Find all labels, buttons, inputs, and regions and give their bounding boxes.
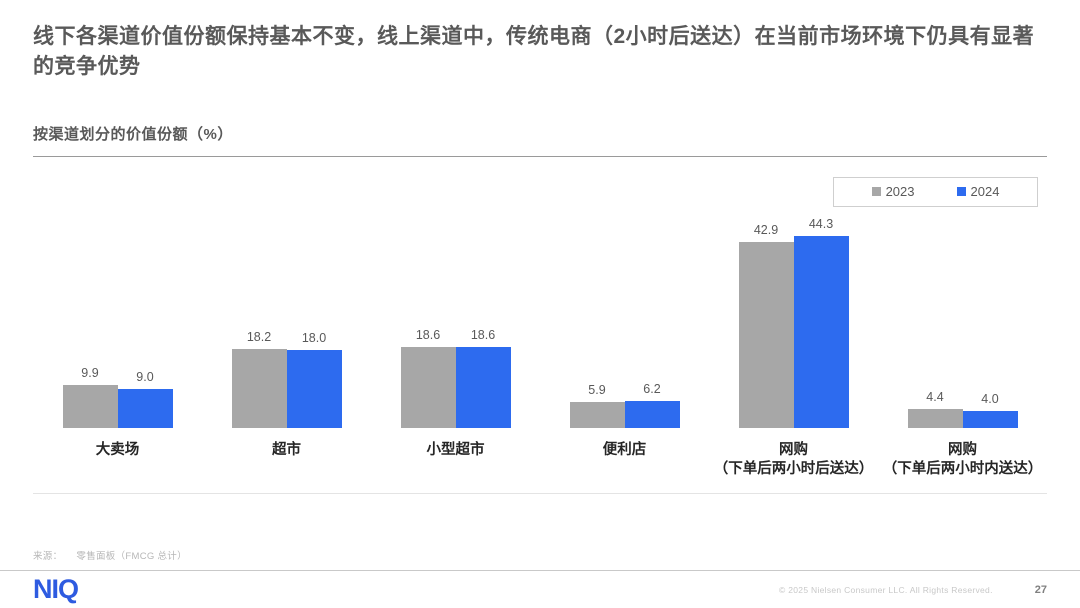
- bar-2024: [455, 347, 511, 428]
- source-note: 来源： 零售面板（FMCG 总计）: [33, 548, 1047, 562]
- bar-value-label: 5.9: [588, 383, 606, 398]
- bar-column-2024: 18.0: [286, 330, 342, 428]
- chart-group: 9.9 9.0: [33, 366, 202, 428]
- chart-group: 5.9 6.2: [540, 382, 709, 428]
- category-cell: 网购 （下单后两小时后送达）: [709, 441, 878, 489]
- category-cell: 超市: [202, 441, 371, 489]
- category-label: 网购 （下单后两小时后送达）: [713, 441, 874, 478]
- bar-2024: [624, 401, 680, 428]
- legend-item-2024: 2024: [956, 184, 1000, 200]
- footer: NIQ © 2025 Nielsen Consumer LLC. All Rig…: [0, 571, 1080, 608]
- category-cell: 大卖场: [33, 441, 202, 489]
- bar-2023: [62, 384, 118, 428]
- category-label: 超市: [272, 441, 301, 458]
- chart-subtitle: 按渠道划分的价值份额（%）: [33, 125, 233, 143]
- source-text: 零售面板（FMCG 总计）: [76, 550, 187, 562]
- page-number: 27: [1034, 583, 1047, 596]
- niq-logo: NIQ: [33, 574, 79, 605]
- category-label: 便利店: [602, 441, 647, 458]
- category-label: 大卖场: [95, 441, 140, 458]
- bar-value-label: 18.0: [301, 330, 327, 345]
- legend-label-2023: 2023: [885, 184, 915, 200]
- legend-label-2024: 2024: [970, 184, 1000, 200]
- category-cell: 网购 （下单后两小时内送达）: [878, 441, 1047, 489]
- chart-group: 18.2 18.0: [202, 330, 371, 428]
- bar-2023: [907, 408, 963, 428]
- bar-column-2023: 4.4: [907, 389, 963, 428]
- category-axis: 大卖场 超市 小型超市 便利店 网购 （下单后两小时后送达） 网购 （下单后两小时内送达）: [33, 441, 1047, 489]
- bar-column-2024: 9.0: [117, 369, 173, 428]
- legend-marker-2024: [956, 187, 966, 197]
- bar-2024: [286, 349, 342, 428]
- bar-2024: [793, 235, 849, 428]
- category-label: 网购 （下单后两小时内送达）: [882, 441, 1043, 478]
- bar-value-label: 6.2: [643, 382, 661, 397]
- chart-group: 18.6 18.6: [371, 328, 540, 428]
- chart-group: 42.9 44.3: [709, 217, 878, 428]
- chart-legend: 2023 2024: [833, 176, 1038, 207]
- chart-plot-area: 9.9 9.0 18.2 18.0 18.6 18.6 5.9 6.2 42.9 44.3 4.4 4…: [33, 157, 1047, 428]
- page-title: 线下各渠道价值份额保持基本不变，线上渠道中，传统电商（2小时后送达）在当前市场环…: [33, 25, 1035, 79]
- bar-chart: 9.9 9.0 18.2 18.0 18.6 18.6 5.9 6.2 42.9 44.3 4.4 4…: [33, 157, 1047, 428]
- category-label: 小型超市: [426, 441, 485, 458]
- category-cell: 便利店: [540, 441, 709, 489]
- bar-2024: [117, 388, 173, 428]
- bar-value-label: 9.9: [81, 365, 99, 380]
- chart-group: 4.4 4.0: [878, 390, 1047, 428]
- bar-value-label: 9.0: [136, 369, 154, 384]
- bar-column-2023: 9.9: [62, 365, 118, 428]
- chart-bottom-divider: [33, 492, 1047, 494]
- subtitle-divider: [33, 155, 1047, 157]
- source-label: 来源：: [33, 550, 63, 562]
- bar-value-label: 18.2: [246, 330, 272, 344]
- bar-value-label: 44.3: [808, 216, 834, 231]
- bar-value-label: 4.0: [981, 391, 999, 406]
- bar-2024: [962, 410, 1018, 428]
- bar-2023: [569, 402, 625, 428]
- footer-divider: [0, 569, 1080, 571]
- category-cell: 小型超市: [371, 441, 540, 489]
- bar-column-2023: 42.9: [738, 222, 794, 428]
- bar-value-label: 4.4: [926, 389, 944, 404]
- bar-column-2024: 18.6: [455, 328, 511, 428]
- bar-2023: [400, 347, 456, 428]
- slide: 线下各渠道价值份额保持基本不变，线上渠道中，传统电商（2小时后送达）在当前市场环…: [0, 22, 1080, 562]
- bar-column-2024: 4.0: [962, 391, 1018, 428]
- bar-2023: [738, 241, 794, 428]
- bar-value-label: 18.6: [470, 328, 496, 343]
- bar-column-2023: 5.9: [569, 383, 625, 428]
- bar-2023: [231, 349, 287, 428]
- legend-item-2023: 2023: [871, 184, 915, 200]
- bar-column-2024: 44.3: [793, 216, 849, 428]
- bar-value-label: 42.9: [753, 222, 779, 237]
- bar-value-label: 18.6: [415, 328, 441, 343]
- bar-column-2023: 18.6: [400, 328, 456, 428]
- bar-column-2024: 6.2: [624, 382, 680, 428]
- bar-column-2023: 18.2: [231, 330, 287, 428]
- copyright-text: © 2025 Nielsen Consumer LLC. All Rights …: [779, 584, 993, 595]
- legend-marker-2023: [871, 187, 881, 197]
